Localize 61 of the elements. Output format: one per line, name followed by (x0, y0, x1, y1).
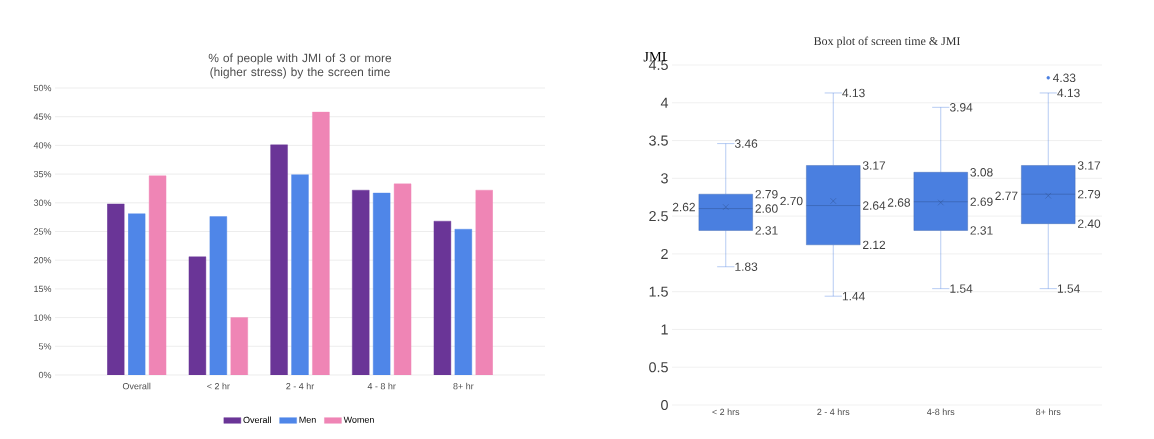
annotation: 2.70 (780, 196, 803, 206)
annotation: 2.79 (755, 189, 778, 199)
x-tick-label: Overall (122, 382, 151, 390)
annotation: 1.54 (950, 284, 973, 293)
annotation: 4.13 (1057, 88, 1080, 98)
annotation: 4.13 (842, 88, 865, 98)
annotation: 3.08 (970, 168, 993, 177)
x-tick-label: < 2 hr (207, 382, 230, 390)
chart-title: Box plot of screen time & JMI (813, 36, 960, 48)
annotation: 2.62 (672, 202, 695, 212)
y-tick-label: 40% (33, 142, 52, 149)
annotation: 3.94 (949, 103, 973, 112)
annotation: 3.46 (734, 139, 758, 148)
y-tick-label: 50% (33, 84, 52, 92)
y-tick-label: 0.5 (649, 362, 668, 373)
x-tick-label: 4-8 hrs (927, 408, 955, 416)
y-tick-label: 1.5 (649, 286, 668, 297)
x-tick-label: 2 - 4 hr (286, 382, 315, 390)
y-tick-label: 25% (33, 228, 52, 235)
y-axis-title: JMI (643, 51, 666, 62)
annotation: 2.12 (863, 240, 886, 249)
annotation: 2.68 (887, 198, 911, 207)
y-tick-label: 3 (661, 173, 668, 184)
y-tick-label: 3.5 (649, 135, 668, 146)
annotation: 1.44 (842, 292, 865, 301)
y-tick-label: 2.5 (649, 211, 668, 222)
y-tick-label: 0 (661, 399, 668, 411)
y-tick-label: 1 (661, 324, 668, 335)
y-tick-label: 10% (34, 314, 52, 321)
y-tick-label: 30% (33, 199, 52, 206)
x-tick-label: 2 - 4 hrs (817, 408, 850, 416)
annotation: 2.69 (970, 197, 993, 206)
annotation: 1.83 (735, 262, 758, 271)
y-tick-label: 0% (38, 371, 52, 379)
annotation: 2.64 (863, 201, 886, 210)
annotation: 2.31 (970, 226, 993, 235)
annotation: 2.31 (755, 226, 778, 235)
annotation: 2.40 (1078, 219, 1101, 228)
annotation: 1.54 (1057, 284, 1080, 293)
annotation: 4.33 (1052, 73, 1076, 83)
legend-label: Women (343, 416, 374, 423)
legend-label: Men (299, 416, 316, 423)
annotation: 2.77 (995, 191, 1018, 200)
x-tick-label: 8+ hr (453, 382, 474, 390)
y-tick-label: 4.5 (648, 59, 668, 71)
legend-label: Overall (243, 416, 271, 424)
x-tick-label: < 2 hrs (712, 408, 740, 416)
y-tick-label: 15% (34, 285, 52, 293)
x-tick-label: 8+ hrs (1036, 408, 1061, 416)
y-tick-label: 2 (661, 248, 668, 259)
y-tick-label: 5% (38, 343, 52, 350)
y-tick-label: 45% (33, 113, 52, 120)
y-tick-label: 4 (660, 97, 669, 108)
annotation: 3.17 (1077, 161, 1101, 170)
x-tick-label: 4 - 8 hr (367, 382, 396, 390)
annotation: 3.17 (862, 161, 886, 170)
annotation: 2.60 (755, 204, 778, 213)
annotation: 2.79 (1078, 189, 1101, 199)
y-tick-label: 20% (33, 257, 52, 264)
chart-title: % of people with JMI of 3 or more (higher stress) by the screen time (208, 53, 392, 79)
y-tick-label: 35% (33, 170, 52, 178)
